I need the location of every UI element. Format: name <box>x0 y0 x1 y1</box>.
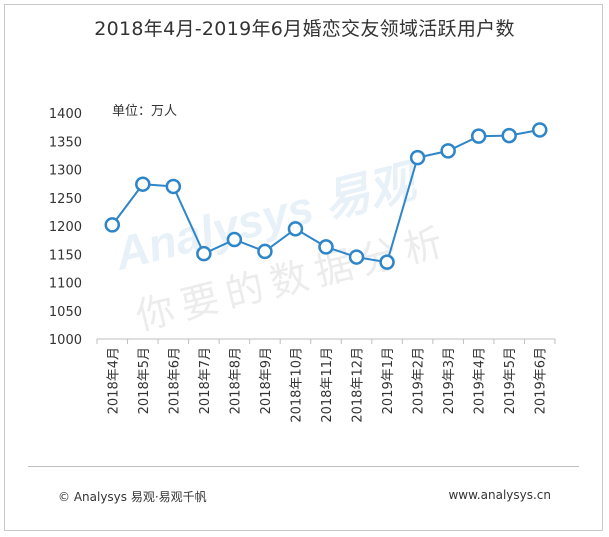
y-tick-label: 1000 <box>49 333 82 348</box>
data-point <box>226 231 243 248</box>
x-tick-label: 2018年7月 <box>198 347 213 414</box>
x-tick-label: 2019年2月 <box>412 347 427 414</box>
y-tick-label: 1200 <box>49 220 82 235</box>
x-tick-label: 2018年11月 <box>320 347 335 423</box>
x-tick-label: 2019年4月 <box>473 347 488 414</box>
x-tick-label: 2018年6月 <box>167 347 182 414</box>
data-point <box>257 243 273 260</box>
data-point <box>501 127 517 144</box>
data-point <box>287 221 304 237</box>
y-tick-label: 1150 <box>49 248 82 263</box>
footer-divider <box>28 466 579 467</box>
x-tick-label: 2019年6月 <box>534 347 549 414</box>
chart-title: 2018年4月-2019年6月婚恋交友领域活跃用户数 <box>94 18 515 40</box>
unit-label: 单位：万人 <box>112 104 177 119</box>
data-point <box>135 176 151 192</box>
data-point <box>348 249 365 265</box>
x-tick-label: 2019年3月 <box>442 347 457 414</box>
x-tick-label: 2018年10月 <box>289 347 304 423</box>
x-tick-label: 2018年9月 <box>259 347 274 414</box>
footer-url[interactable]: www.analysys.cn <box>448 488 551 502</box>
y-tick-label: 1250 <box>49 192 82 207</box>
y-tick-label: 1400 <box>49 107 82 122</box>
data-point <box>409 149 426 166</box>
data-point <box>104 217 121 233</box>
x-tick-label: 2018年5月 <box>137 347 152 414</box>
data-point <box>318 239 334 255</box>
y-tick-label: 1100 <box>49 277 82 292</box>
x-tick-label: 2018年8月 <box>228 347 243 414</box>
y-tick-label: 1050 <box>49 305 82 320</box>
series <box>104 122 548 270</box>
x-tick-label: 2019年5月 <box>503 347 518 414</box>
x-tick-label: 2019年1月 <box>381 347 396 414</box>
data-point <box>165 178 182 195</box>
x-tick-label: 2018年4月 <box>106 347 121 414</box>
data-point <box>440 143 456 159</box>
data-point <box>531 122 548 138</box>
x-tick-label: 2018年12月 <box>351 347 366 423</box>
data-point <box>470 128 487 144</box>
y-tick-label: 1300 <box>49 164 82 179</box>
data-point <box>196 245 212 262</box>
watermark: Analysys 易观 你要的数据分析 <box>109 154 455 339</box>
footer-copyright: © Analysys 易观·易观千帆 <box>58 490 207 504</box>
axes: 1000 1050 1100 1150 1200 1250 1300 1350 1400 2018… <box>49 107 556 423</box>
chart-frame <box>4 4 603 531</box>
y-tick-label: 1350 <box>49 135 82 150</box>
data-point <box>379 254 395 270</box>
